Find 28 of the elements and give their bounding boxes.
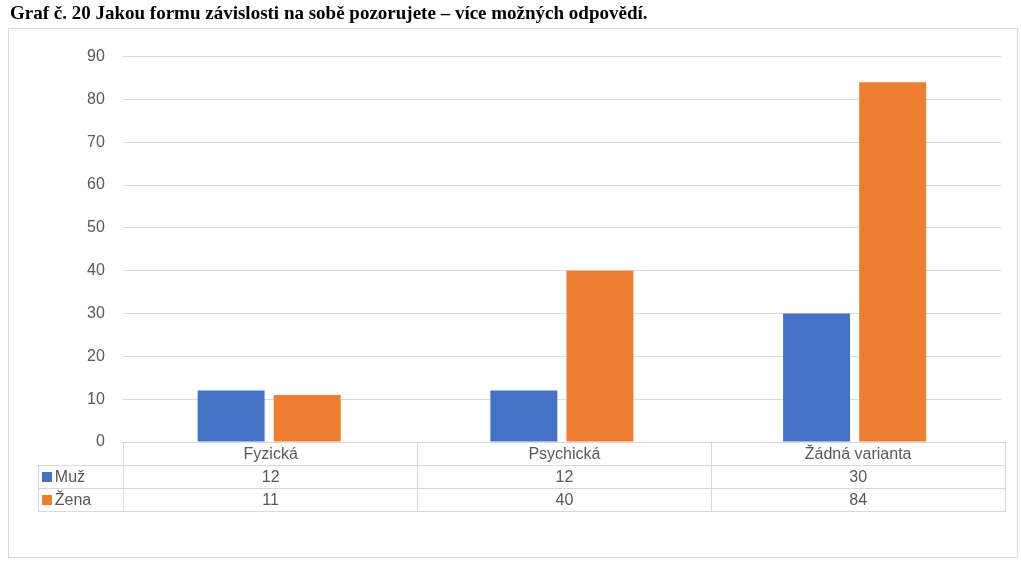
- y-tick-label: 50: [87, 218, 105, 236]
- y-tick-label: 40: [87, 261, 105, 279]
- data-label: 30: [711, 465, 1005, 489]
- bar: [783, 313, 851, 442]
- y-tick-label: 70: [87, 132, 105, 150]
- y-tick-label: 30: [87, 303, 105, 321]
- bar: [566, 270, 634, 442]
- bar: [273, 394, 341, 442]
- y-tick-label: 90: [87, 47, 105, 65]
- y-tick-label: 20: [87, 346, 105, 364]
- data-label: 12: [123, 465, 418, 489]
- data-label: 40: [417, 488, 712, 512]
- data-label: 84: [711, 488, 1005, 512]
- bar: [490, 390, 558, 442]
- x-tick-label: Žádná varianta: [711, 442, 1005, 466]
- data-label: 12: [417, 465, 712, 489]
- x-tick-label: Psychická: [417, 442, 712, 466]
- y-tick-label: 0: [95, 432, 105, 450]
- y-tick-label: 60: [87, 175, 105, 193]
- y-tick-label: 80: [87, 89, 105, 107]
- legend-label: Žena: [38, 488, 124, 512]
- data-label: 11: [123, 488, 418, 512]
- legend-label: Muž: [38, 465, 124, 489]
- y-tick-label: 10: [87, 389, 105, 407]
- bar: [197, 390, 265, 442]
- bar: [859, 82, 927, 442]
- chart-title: Graf č. 20 Jakou formu závislosti na sobě pozorujete – více možných odpovědí.: [10, 2, 648, 24]
- x-tick-label: Fyzická: [123, 442, 418, 466]
